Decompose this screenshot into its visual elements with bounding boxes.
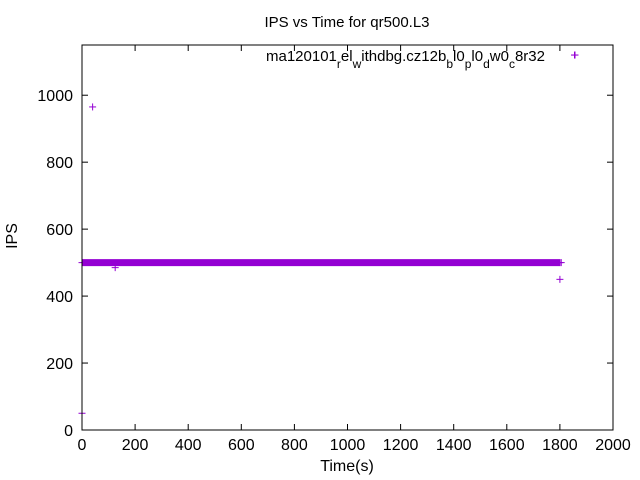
x-tick-label: 1400 bbox=[436, 437, 472, 454]
y-axis-label: IPS bbox=[4, 223, 21, 249]
legend-entry: ma120101relwithdbg.cz12bbl0pl0dw0c8r32 bbox=[266, 48, 545, 71]
x-tick-label: 600 bbox=[228, 437, 255, 454]
y-tick-label: 0 bbox=[64, 423, 73, 440]
data-point bbox=[89, 103, 97, 111]
x-axis-label: Time(s) bbox=[320, 458, 374, 475]
x-tick-label: 400 bbox=[175, 437, 202, 454]
data-point-band bbox=[78, 259, 564, 267]
data-point bbox=[556, 275, 564, 283]
x-tick-label: 1000 bbox=[330, 437, 366, 454]
y-tick-label: 1000 bbox=[37, 88, 73, 105]
axes: 0 200 400 600 800 1000 1200 1400 1600 1800 2000 0 20… bbox=[37, 44, 631, 454]
x-tick-label: 1600 bbox=[489, 437, 525, 454]
chart-title: IPS vs Time for qr500.L3 bbox=[264, 14, 429, 31]
x-tick-label: 1800 bbox=[542, 437, 578, 454]
y-tick-label: 600 bbox=[46, 222, 73, 239]
plot-area bbox=[78, 51, 579, 417]
data-point bbox=[111, 264, 119, 272]
y-tick-label: 200 bbox=[46, 356, 73, 373]
y-tick-label: 800 bbox=[46, 155, 73, 172]
plot-frame bbox=[81, 44, 614, 431]
x-tick-label: 1200 bbox=[383, 437, 419, 454]
legend-marker bbox=[571, 51, 579, 59]
x-tick-label: 2000 bbox=[595, 437, 631, 454]
x-tick-label: 0 bbox=[78, 437, 87, 454]
x-tick-label: 200 bbox=[122, 437, 149, 454]
x-tick-label: 800 bbox=[281, 437, 308, 454]
y-tick-label: 400 bbox=[46, 289, 73, 306]
data-point bbox=[557, 259, 565, 267]
